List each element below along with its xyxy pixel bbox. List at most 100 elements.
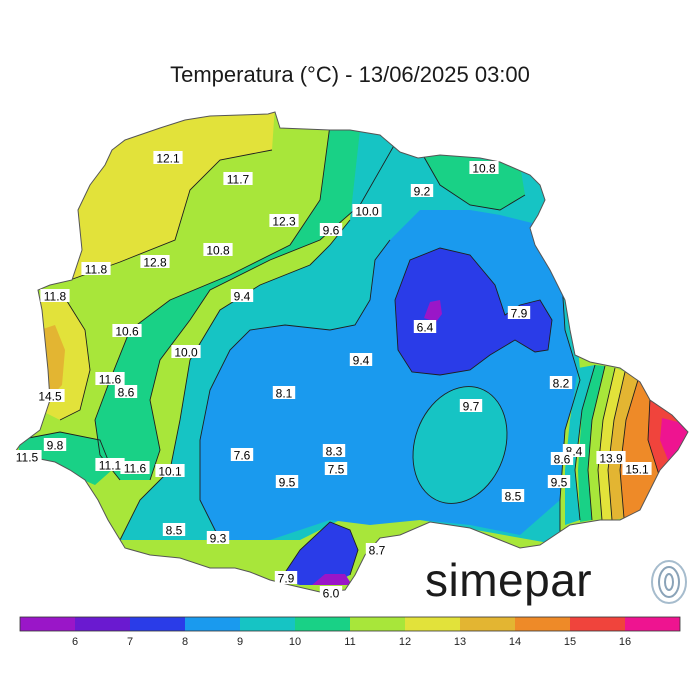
legend-tick-label: 10 [289, 636, 301, 648]
station-value: 7.9 [278, 572, 295, 586]
station-value: 9.8 [47, 439, 64, 453]
station-label: 10.8 [469, 161, 499, 176]
station-label: 11.6 [95, 372, 125, 387]
map-title: Temperatura (°C) - 13/06/2025 03:00 [170, 62, 530, 87]
legend-tick-label: 14 [509, 636, 521, 648]
station-label: 9.6 [319, 223, 343, 238]
legend-swatch [240, 617, 295, 631]
station-label: 7.9 [274, 571, 298, 586]
station-label: 11.6 [120, 461, 150, 476]
station-value: 9.3 [210, 532, 227, 546]
station-value: 9.6 [323, 224, 340, 238]
station-label: 12.1 [153, 151, 183, 166]
station-label: 8.3 [322, 444, 346, 459]
station-label: 9.7 [459, 399, 483, 414]
temperature-field [15, 112, 688, 592]
station-label: 10.0 [171, 345, 201, 360]
station-value: 10.0 [174, 346, 198, 360]
station-label: 7.9 [507, 306, 531, 321]
station-value: 6.0 [323, 587, 340, 601]
color-scale-legend: 6 7 8 9 10 11 12 13 14 15 16 [19, 616, 681, 648]
legend-tick-label: 8 [182, 636, 188, 648]
station-label: 9.4 [349, 353, 373, 368]
station-label: 8.7 [365, 543, 389, 558]
station-value: 12.8 [143, 256, 167, 270]
legend-swatch [20, 617, 75, 631]
station-label: 9.3 [206, 531, 230, 546]
station-label: 11.5 [12, 450, 42, 465]
legend-tick-label: 12 [399, 636, 411, 648]
station-label: 8.5 [162, 523, 186, 538]
station-value: 7.5 [328, 463, 345, 477]
station-value: 12.3 [272, 215, 296, 229]
legend-swatch [75, 617, 130, 631]
station-label: 6.0 [319, 586, 343, 601]
station-label: 8.6 [114, 385, 138, 400]
legend-swatch [130, 617, 185, 631]
station-value: 10.0 [355, 205, 379, 219]
legend-frame [19, 616, 681, 632]
station-label: 6.4 [413, 320, 437, 335]
legend-tick-label: 9 [237, 636, 243, 648]
station-value: 15.1 [625, 463, 649, 477]
station-value: 11.8 [44, 290, 67, 304]
station-label: 14.5 [35, 389, 65, 404]
legend-swatch [515, 617, 570, 631]
legend-tick-label: 13 [454, 636, 466, 648]
station-value: 10.6 [115, 325, 139, 339]
station-value: 8.3 [326, 445, 343, 459]
station-value: 11.7 [227, 173, 250, 187]
station-value: 8.5 [166, 524, 183, 538]
station-label: 8.5 [501, 489, 525, 504]
station-value: 8.1 [276, 387, 293, 401]
station-label: 10.0 [352, 204, 382, 219]
station-value: 6.4 [417, 321, 434, 335]
legend-swatch [405, 617, 460, 631]
station-label: 9.8 [43, 438, 67, 453]
station-label: 7.6 [230, 448, 254, 463]
station-value: 8.6 [554, 453, 571, 467]
station-label: 12.3 [269, 214, 299, 229]
station-value: 8.2 [553, 377, 570, 391]
station-label: 10.1 [155, 464, 185, 479]
legend-tick-label: 11 [344, 636, 355, 648]
station-label: 10.8 [203, 243, 233, 258]
legend-swatch [625, 617, 680, 631]
legend-swatch [460, 617, 515, 631]
station-value: 9.2 [414, 185, 431, 199]
station-value: 7.6 [234, 449, 251, 463]
legend-swatch [295, 617, 350, 631]
station-label: 7.5 [324, 462, 348, 477]
station-value: 8.5 [505, 490, 522, 504]
station-value: 10.1 [158, 465, 182, 479]
station-label: 15.1 [622, 462, 652, 477]
station-value: 8.7 [369, 544, 386, 558]
station-value: 9.5 [279, 476, 296, 490]
station-label: 10.6 [112, 324, 142, 339]
station-label: 9.4 [230, 289, 254, 304]
station-label: 8.2 [549, 376, 573, 391]
station-value: 14.5 [38, 390, 62, 404]
station-value: 9.5 [551, 476, 568, 490]
legend-swatch [350, 617, 405, 631]
station-label: 9.5 [547, 475, 571, 490]
station-value: 9.4 [353, 354, 370, 368]
signal-waves-icon [651, 560, 687, 604]
station-value: 11.8 [85, 263, 108, 277]
station-label: 11.1 [95, 458, 125, 473]
station-value: 8.6 [118, 386, 135, 400]
station-label: 8.1 [272, 386, 296, 401]
station-value: 10.8 [206, 244, 230, 258]
station-labels: 12.1 11.7 12.3 9.6 10.0 9.2 10.8 12.8 10.8 11.8 11… [12, 151, 652, 601]
brand-name: simepar [425, 554, 593, 606]
legend-tick-label: 15 [564, 636, 576, 648]
station-value: 12.1 [156, 152, 180, 166]
legend-tick-label: 7 [127, 636, 133, 648]
legend-tick-label: 6 [72, 636, 78, 648]
station-value: 13.9 [599, 452, 623, 466]
station-value: 11.6 [99, 373, 122, 387]
station-label: 11.8 [40, 289, 70, 304]
station-value: 11.1 [99, 459, 122, 473]
legend-swatch [570, 617, 625, 631]
